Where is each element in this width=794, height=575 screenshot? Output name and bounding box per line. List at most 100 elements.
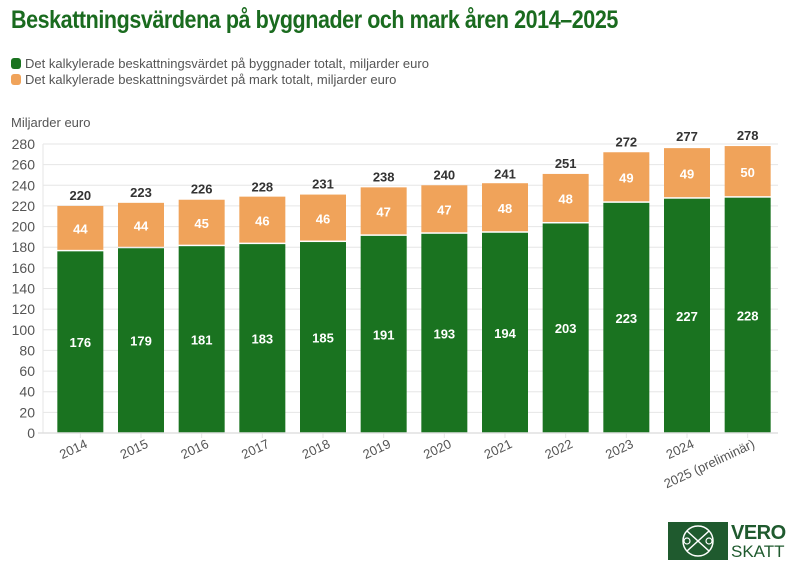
bar-buildings bbox=[300, 242, 346, 433]
bar-land bbox=[482, 183, 528, 232]
data-label-land: 47 bbox=[376, 205, 390, 220]
data-label-buildings: 185 bbox=[312, 331, 334, 346]
bar-buildings bbox=[360, 235, 407, 433]
y-tick-label: 60 bbox=[19, 363, 35, 379]
data-label-buildings: 194 bbox=[494, 326, 516, 341]
x-tick-label: 2015 bbox=[118, 436, 151, 462]
data-label-land: 46 bbox=[316, 211, 330, 226]
y-tick-label: 80 bbox=[19, 342, 35, 358]
bar-buildings bbox=[542, 223, 589, 433]
data-label-land: 49 bbox=[680, 166, 694, 181]
x-tick-label: 2021 bbox=[482, 436, 515, 462]
bar-buildings bbox=[421, 233, 468, 433]
data-label-land: 44 bbox=[73, 222, 88, 237]
bar-land bbox=[239, 196, 286, 243]
bar-land bbox=[360, 187, 407, 235]
y-tick-label: 260 bbox=[12, 157, 36, 173]
bar-land bbox=[57, 205, 104, 250]
data-label-buildings: 193 bbox=[433, 326, 455, 341]
bar-buildings bbox=[118, 248, 164, 433]
bar-land bbox=[178, 199, 225, 245]
data-label-buildings: 223 bbox=[615, 311, 637, 326]
y-tick-label: 200 bbox=[12, 219, 36, 235]
data-label-buildings: 176 bbox=[69, 335, 91, 350]
legend-item-buildings: Det kalkylerade beskattningsvärdet på by… bbox=[11, 55, 429, 71]
x-tick-label: 2016 bbox=[178, 436, 211, 462]
bar-buildings bbox=[57, 251, 104, 433]
data-label-land: 46 bbox=[255, 213, 269, 228]
y-axis-label: Miljarder euro bbox=[11, 115, 91, 130]
legend-swatch-land bbox=[11, 73, 21, 85]
bar-land bbox=[300, 194, 346, 241]
y-tick-label: 240 bbox=[12, 177, 36, 193]
x-tick-label: 2019 bbox=[360, 436, 393, 462]
data-label-land: 50 bbox=[740, 165, 754, 180]
data-label-land: 49 bbox=[619, 171, 633, 186]
legend-swatch-buildings bbox=[11, 57, 21, 69]
data-label-buildings: 227 bbox=[676, 309, 698, 324]
bar-buildings bbox=[239, 244, 286, 433]
bar-buildings bbox=[482, 232, 528, 433]
x-tick-label: 2024 bbox=[664, 436, 697, 462]
data-label-total: 240 bbox=[433, 167, 455, 182]
data-label-buildings: 179 bbox=[130, 334, 152, 349]
y-tick-label: 20 bbox=[19, 404, 35, 420]
y-tick-label: 40 bbox=[19, 384, 35, 400]
data-label-total: 278 bbox=[737, 128, 759, 143]
x-tick-label: 2018 bbox=[300, 436, 333, 462]
y-tick-label: 160 bbox=[12, 260, 36, 276]
data-label-buildings: 183 bbox=[251, 332, 273, 347]
x-tick-label: 2020 bbox=[421, 436, 454, 462]
bar-buildings bbox=[664, 198, 710, 433]
data-label-total: 238 bbox=[373, 169, 395, 184]
legend-item-land: Det kalkylerade beskattningsvärdet på ma… bbox=[11, 71, 429, 87]
bar-land bbox=[118, 202, 164, 247]
data-label-land: 45 bbox=[194, 216, 208, 231]
logo-text-skatt: SKATT bbox=[731, 541, 785, 561]
data-label-land: 48 bbox=[558, 192, 572, 207]
x-tick-label: 2014 bbox=[57, 436, 90, 462]
logo-emblem-icon bbox=[668, 522, 728, 560]
chart-title: Beskattningsvärdena på byggnader och mar… bbox=[11, 6, 618, 34]
bar-land bbox=[664, 148, 710, 198]
bar-buildings bbox=[724, 197, 771, 433]
bar-buildings bbox=[603, 202, 650, 433]
x-tick-label: 2022 bbox=[542, 436, 575, 462]
data-label-land: 44 bbox=[134, 219, 149, 234]
bar-land bbox=[603, 152, 650, 202]
data-label-total: 223 bbox=[130, 185, 152, 200]
data-label-buildings: 181 bbox=[191, 333, 213, 348]
vero-skatt-logo: VERO SKATT bbox=[668, 522, 786, 560]
data-label-total: 277 bbox=[676, 129, 698, 144]
bar-buildings bbox=[178, 246, 225, 433]
legend-label-buildings: Det kalkylerade beskattningsvärdet på by… bbox=[25, 55, 429, 71]
x-tick-label: 2017 bbox=[239, 436, 272, 462]
bar-land bbox=[542, 173, 589, 222]
data-label-total: 251 bbox=[555, 156, 577, 171]
legend-label-land: Det kalkylerade beskattningsvärdet på ma… bbox=[25, 71, 397, 87]
data-label-total: 228 bbox=[251, 180, 273, 195]
y-tick-label: 120 bbox=[12, 301, 36, 317]
y-tick-label: 100 bbox=[12, 322, 36, 338]
data-label-total: 272 bbox=[615, 134, 637, 149]
legend: Det kalkylerade beskattningsvärdet på by… bbox=[11, 55, 429, 87]
y-tick-label: 140 bbox=[12, 281, 36, 297]
logo-text-vero: VERO bbox=[731, 521, 786, 544]
data-label-total: 231 bbox=[312, 177, 334, 192]
y-tick-label: 0 bbox=[27, 425, 35, 441]
data-label-land: 47 bbox=[437, 203, 451, 218]
data-label-buildings: 228 bbox=[737, 308, 759, 323]
y-tick-label: 280 bbox=[12, 136, 36, 152]
bar-land bbox=[421, 185, 468, 233]
y-tick-label: 180 bbox=[12, 239, 36, 255]
data-label-total: 220 bbox=[69, 188, 91, 203]
data-label-total: 226 bbox=[191, 182, 213, 197]
x-tick-label: 2023 bbox=[603, 436, 636, 462]
data-label-land: 48 bbox=[498, 201, 512, 216]
data-label-total: 241 bbox=[494, 166, 516, 181]
y-tick-label: 220 bbox=[12, 198, 36, 214]
data-label-buildings: 191 bbox=[373, 327, 395, 342]
bar-land bbox=[724, 146, 771, 197]
data-label-buildings: 203 bbox=[555, 321, 577, 336]
